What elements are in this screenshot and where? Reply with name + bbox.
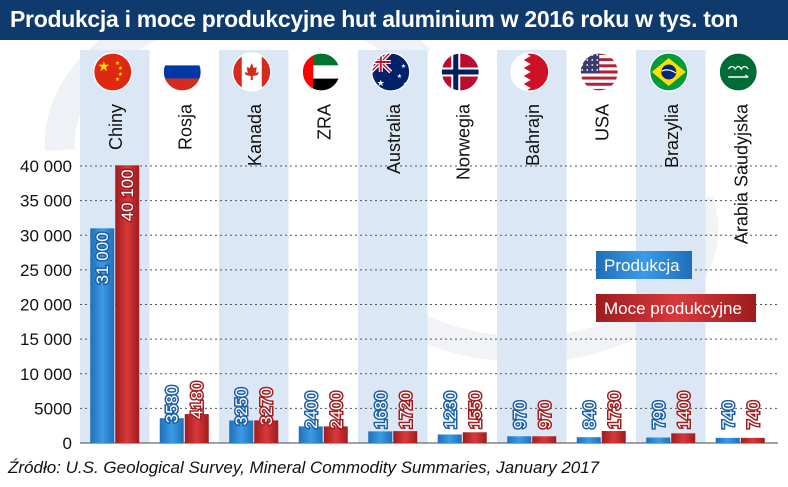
norway-flag-icon — [440, 52, 480, 92]
y-tick-label: 20 000 — [20, 296, 72, 315]
column-band — [219, 50, 289, 443]
category-label: Rosja — [175, 103, 195, 150]
production-bar — [90, 228, 115, 443]
bar-chart: 0 5000 10 000 15 000 20 000 25 000 30 000 35 00… — [20, 40, 778, 453]
category-label: Arabia Saudyjska — [731, 103, 751, 244]
watermark-arc — [44, 40, 431, 151]
production-bar-value-label: 31 000 — [93, 232, 112, 284]
svg-text:★: ★ — [97, 58, 110, 74]
category-label: Chiny — [106, 104, 126, 150]
capacity-bar-value-label: 1720 — [396, 391, 415, 429]
production-bar-value-label: 2400 — [302, 391, 321, 429]
capacity-bar — [323, 426, 348, 443]
capacity-bar-value-label: 40 100 — [118, 169, 137, 221]
capacity-bar — [601, 431, 626, 443]
production-bar-value-label: 970 — [510, 401, 529, 429]
capacity-bar-value-label: 4180 — [188, 381, 207, 419]
production-bar-value-label: 1680 — [371, 391, 390, 429]
y-tick-label: 30 000 — [20, 226, 72, 245]
production-bar-value-label: 3580 — [163, 385, 182, 423]
title-bar: Produkcja i moce produkcyjne hut alumini… — [0, 0, 788, 40]
capacity-bar — [740, 437, 765, 443]
uae-flag-icon — [301, 52, 341, 92]
legend-production-box — [596, 251, 692, 279]
category-label: Australia — [384, 103, 404, 174]
category-label: Kanada — [245, 103, 265, 166]
svg-text:★: ★ — [377, 78, 385, 88]
category-label: Norwegia — [453, 103, 473, 180]
capacity-bar-value-label: 1400 — [674, 391, 693, 429]
production-bar-value-label: 1230 — [441, 391, 460, 429]
y-tick-label: 40 000 — [20, 157, 72, 176]
production-bar — [229, 420, 254, 443]
production-bar — [715, 437, 740, 443]
capacity-bar — [115, 165, 140, 443]
svg-text:★: ★ — [115, 76, 120, 83]
saudi-arabia-flag-icon — [718, 52, 758, 92]
svg-text:★: ★ — [118, 71, 123, 78]
production-bar — [437, 434, 462, 443]
production-bar — [576, 437, 601, 443]
y-tick-label: 5000 — [34, 399, 72, 418]
production-bar-value-label: 3250 — [232, 388, 251, 426]
production-bar-value-label: 740 — [719, 401, 738, 429]
y-tick-label: 25 000 — [20, 261, 72, 280]
production-bar — [159, 418, 184, 443]
capacity-bar — [462, 432, 487, 443]
capacity-bar-value-label: 970 — [535, 401, 554, 429]
bahrain-flag-icon — [510, 52, 550, 92]
capacity-bar — [393, 431, 418, 443]
column-band — [636, 50, 706, 443]
category-label: Bahrajn — [523, 104, 543, 166]
capacity-bar — [671, 433, 696, 443]
capacity-bar-value-label: 1730 — [605, 391, 624, 429]
y-tick-label: 35 000 — [20, 192, 72, 211]
chart-title: Produkcja i moce produkcyjne hut alumini… — [10, 6, 739, 32]
capacity-bar — [532, 436, 557, 443]
production-bar — [646, 437, 671, 443]
column-band — [497, 50, 567, 443]
production-bar-value-label: 790 — [649, 401, 668, 429]
y-tick-label: 0 — [63, 434, 72, 453]
legend-capacity-label: Moce produkcyjne — [604, 299, 742, 318]
production-bar — [507, 436, 532, 443]
svg-text:★: ★ — [118, 65, 123, 72]
category-label: ZRA — [314, 104, 334, 140]
china-flag-icon: ★ ★★★★ — [93, 52, 133, 92]
svg-text:★: ★ — [397, 73, 402, 80]
brazil-flag-icon — [649, 52, 689, 92]
category-label: USA — [592, 104, 612, 141]
svg-text:★: ★ — [115, 60, 120, 67]
russia-flag-icon — [162, 52, 202, 92]
svg-text:★: ★ — [401, 63, 406, 70]
capacity-bar-value-label: 1550 — [466, 391, 485, 429]
category-label: Brazylia — [662, 103, 682, 168]
legend-production-label: Produkcja — [604, 256, 680, 275]
capacity-bar-value-label: 740 — [744, 401, 763, 429]
canada-flag-icon — [232, 52, 272, 92]
capacity-bar — [254, 420, 279, 443]
capacity-bar — [184, 414, 209, 443]
production-bar — [298, 426, 323, 443]
y-tick-label: 10 000 — [20, 365, 72, 384]
production-bar-value-label: 840 — [580, 401, 599, 429]
column-band — [358, 50, 428, 443]
source-note: Źródło: U.S. Geological Survey, Mineral … — [8, 458, 600, 477]
production-bar — [368, 431, 393, 443]
capacity-bar-value-label: 2400 — [327, 391, 346, 429]
capacity-bar-value-label: 3270 — [257, 388, 276, 426]
usa-flag-icon — [579, 52, 619, 92]
y-tick-label: 15 000 — [20, 330, 72, 349]
legend-capacity-box — [596, 294, 756, 322]
